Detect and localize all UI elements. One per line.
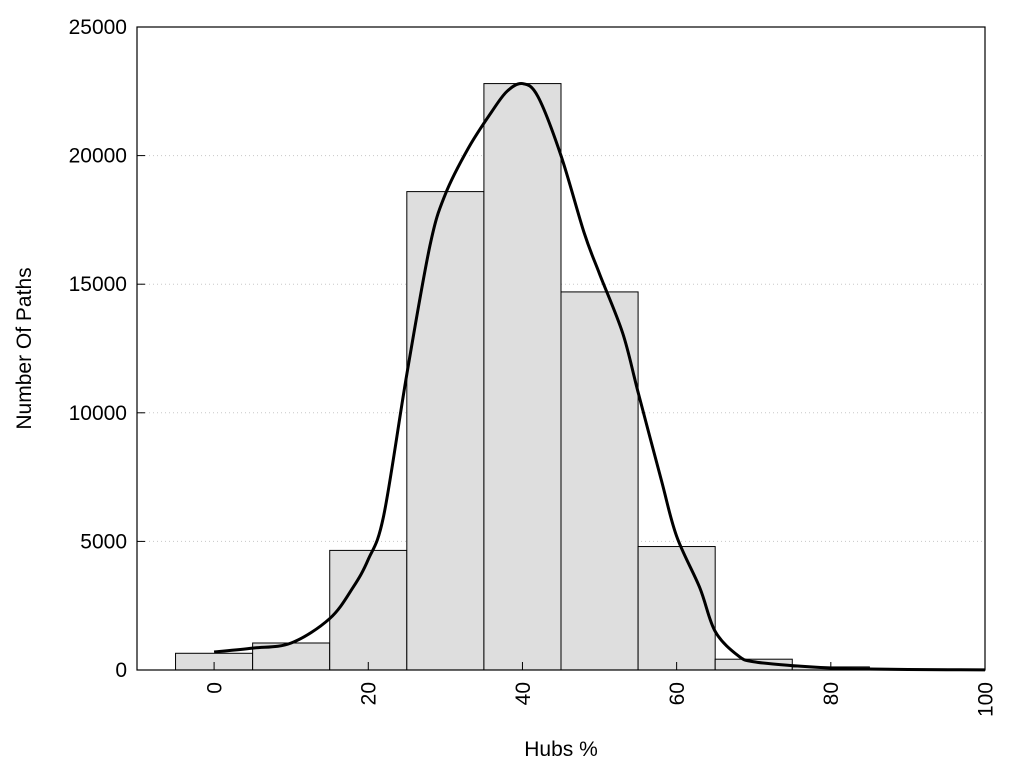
y-tick-label-3: 15000 [69,273,127,296]
x-tick-label-4: 80 [820,682,843,705]
density-curve-layer [213,81,986,672]
y-tick-label-0: 0 [115,659,127,682]
x-tick-label-2: 40 [512,682,535,705]
x-tick-label-5: 100 [974,682,997,717]
histogram-bar-4 [483,83,562,671]
x-tick-label-3: 60 [666,682,689,705]
y-tick-label-1: 5000 [80,530,127,553]
x-tick-label-0: 0 [203,682,226,694]
density-curve [213,81,986,672]
histogram-bar-2 [329,549,408,671]
y-axis-ticks: 0 5000 10000 15000 20000 25000 [69,16,145,682]
plot-frame [136,26,986,671]
histogram-bar-6 [637,546,716,671]
histogram-bar-5 [560,291,639,671]
histogram-bars [175,83,947,671]
x-axis-label: Hubs % [524,738,598,761]
y-tick-label-5: 25000 [69,16,127,39]
y-axis-label: Number Of Paths [13,267,36,429]
histogram-bar-3 [406,191,485,671]
y-tick-label-2: 10000 [69,402,127,425]
y-tick-label-4: 20000 [69,145,127,168]
x-axis-ticks: 0 20 40 60 80 100 [203,662,997,717]
x-tick-label-1: 20 [358,682,381,705]
